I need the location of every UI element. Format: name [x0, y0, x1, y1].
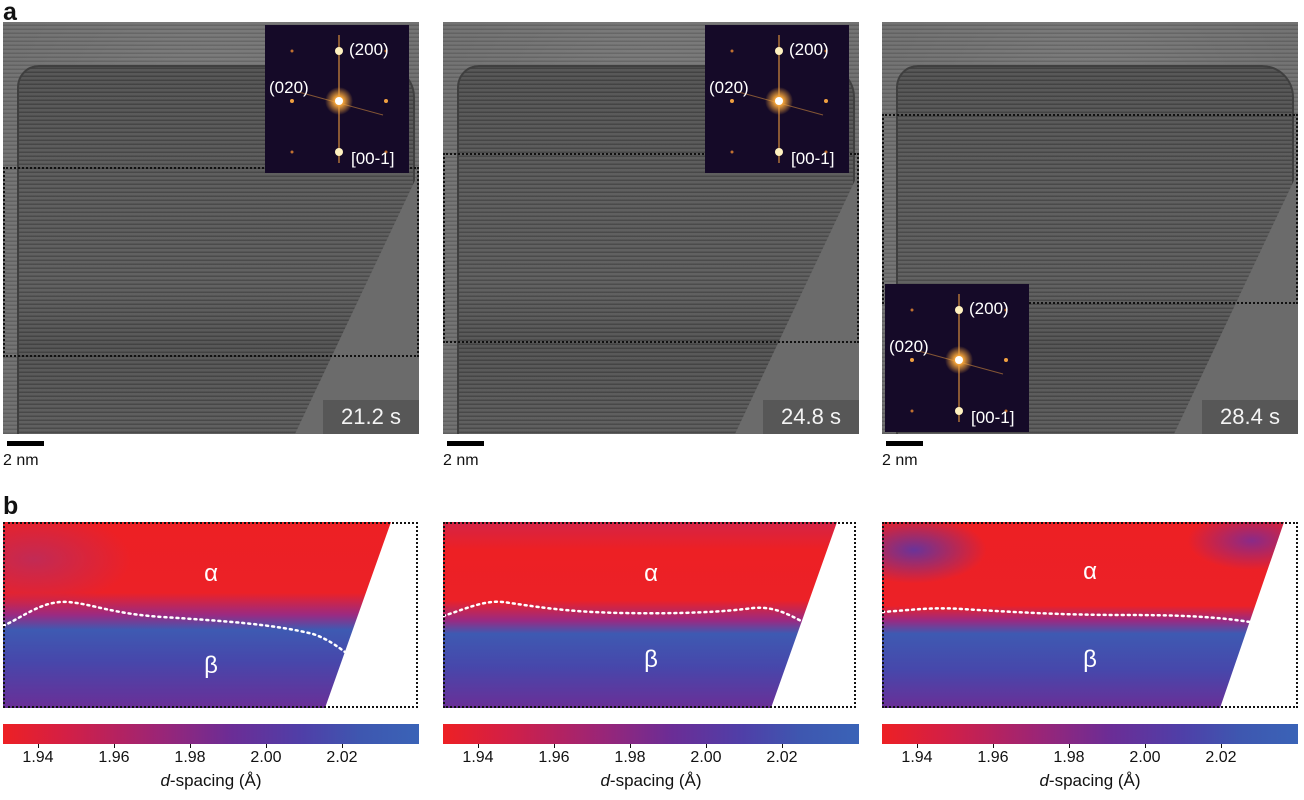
colorbar-tick: [114, 744, 115, 748]
colorbar-tick: [1069, 744, 1070, 748]
beta-phase-label: β: [204, 652, 218, 679]
colorbar-tick-label: 1.96: [538, 749, 570, 766]
scale-bar-label: 2 nm: [882, 452, 918, 469]
colorbar-1: [3, 724, 419, 744]
fft-label-200: (200): [349, 40, 389, 59]
colorbar-tick-label: 1.98: [614, 749, 646, 766]
colorbar-tick-label: 1.94: [901, 749, 933, 766]
colorbar-tick: [38, 744, 39, 748]
colorbar-tick: [190, 744, 191, 748]
colorbar-tick-label: 1.96: [98, 749, 130, 766]
roi-box: [882, 114, 1298, 304]
colorbar-tick-label: 2.00: [250, 749, 282, 766]
time-stamp: 21.2 s: [323, 400, 419, 434]
d-spacing-map-2: α β: [443, 522, 856, 708]
tem-image-3: (200) (020) [00-1] 28.4 s: [882, 22, 1298, 434]
alpha-phase-label: α: [204, 560, 218, 587]
fft-inset: (200) (020) [00-1]: [705, 25, 849, 173]
beta-phase-label: β: [644, 646, 658, 673]
colorbar-tick-label: 2.02: [1205, 749, 1237, 766]
colorbar-tick-label: 2.00: [1129, 749, 1161, 766]
colorbar-tick-label: 1.98: [1053, 749, 1085, 766]
colorbar-tick: [993, 744, 994, 748]
tem-image-1: (200) (020) [00-1] 21.2 s: [3, 22, 419, 434]
colorbar-tick: [266, 744, 267, 748]
substrate-region: [735, 172, 859, 434]
fft-label-020: (020): [889, 337, 929, 356]
fft-label-200: (200): [789, 40, 829, 59]
alpha-phase-label: α: [644, 560, 658, 587]
fft-label-200: (200): [969, 299, 1009, 318]
scale-bar-label: 2 nm: [443, 452, 479, 469]
beta-phase-label: β: [1083, 646, 1097, 673]
scale-bar-label: 2 nm: [3, 452, 39, 469]
fft-zone-axis: [00-1]: [971, 408, 1015, 427]
colorbar-axis-label: d-spacing (Å): [600, 771, 702, 790]
scale-bar: [7, 441, 44, 446]
fft-label-020: (020): [269, 78, 309, 97]
colorbar-3: [882, 724, 1298, 744]
fft-inset: (200) (020) [00-1]: [885, 284, 1029, 432]
colorbar-tick: [917, 744, 918, 748]
colorbar-tick-label: 2.00: [690, 749, 722, 766]
colorbar-tick-label: 1.94: [22, 749, 54, 766]
colorbar-tick-label: 1.98: [174, 749, 206, 766]
fft-zone-axis: [00-1]: [351, 149, 395, 168]
colorbar-tick: [478, 744, 479, 748]
scale-bar: [447, 441, 484, 446]
substrate-region: [295, 172, 419, 434]
fft-inset: (200) (020) [00-1]: [265, 25, 409, 173]
time-stamp: 28.4 s: [1202, 400, 1298, 434]
fft-zone-axis: [00-1]: [791, 149, 835, 168]
colorbar-tick: [342, 744, 343, 748]
colorbar-tick: [1145, 744, 1146, 748]
roi-box: [443, 153, 859, 343]
colorbar-axis-label: d-spacing (Å): [160, 771, 262, 790]
colorbar-tick-label: 2.02: [766, 749, 798, 766]
colorbar-tick: [706, 744, 707, 748]
fft-label-020: (020): [709, 78, 749, 97]
d-spacing-map-1: α β: [3, 522, 418, 708]
roi-box: [3, 167, 419, 357]
colorbar-tick-label: 2.02: [326, 749, 358, 766]
scale-bar: [886, 441, 923, 446]
panel-a-letter: a: [3, 0, 17, 26]
colorbar-tick: [630, 744, 631, 748]
colorbar-tick: [782, 744, 783, 748]
colorbar-tick: [1221, 744, 1222, 748]
colorbar-2: [443, 724, 859, 744]
colorbar-axis-label: d-spacing (Å): [1039, 771, 1141, 790]
tem-image-2: (200) (020) [00-1] 24.8 s: [443, 22, 859, 434]
colorbar-tick: [554, 744, 555, 748]
panel-b-letter: b: [3, 492, 19, 520]
colorbar-tick-label: 1.96: [977, 749, 1009, 766]
d-spacing-map-3: α β: [882, 522, 1298, 708]
alpha-phase-label: α: [1083, 558, 1097, 585]
time-stamp: 24.8 s: [763, 400, 859, 434]
colorbar-tick-label: 1.94: [462, 749, 494, 766]
